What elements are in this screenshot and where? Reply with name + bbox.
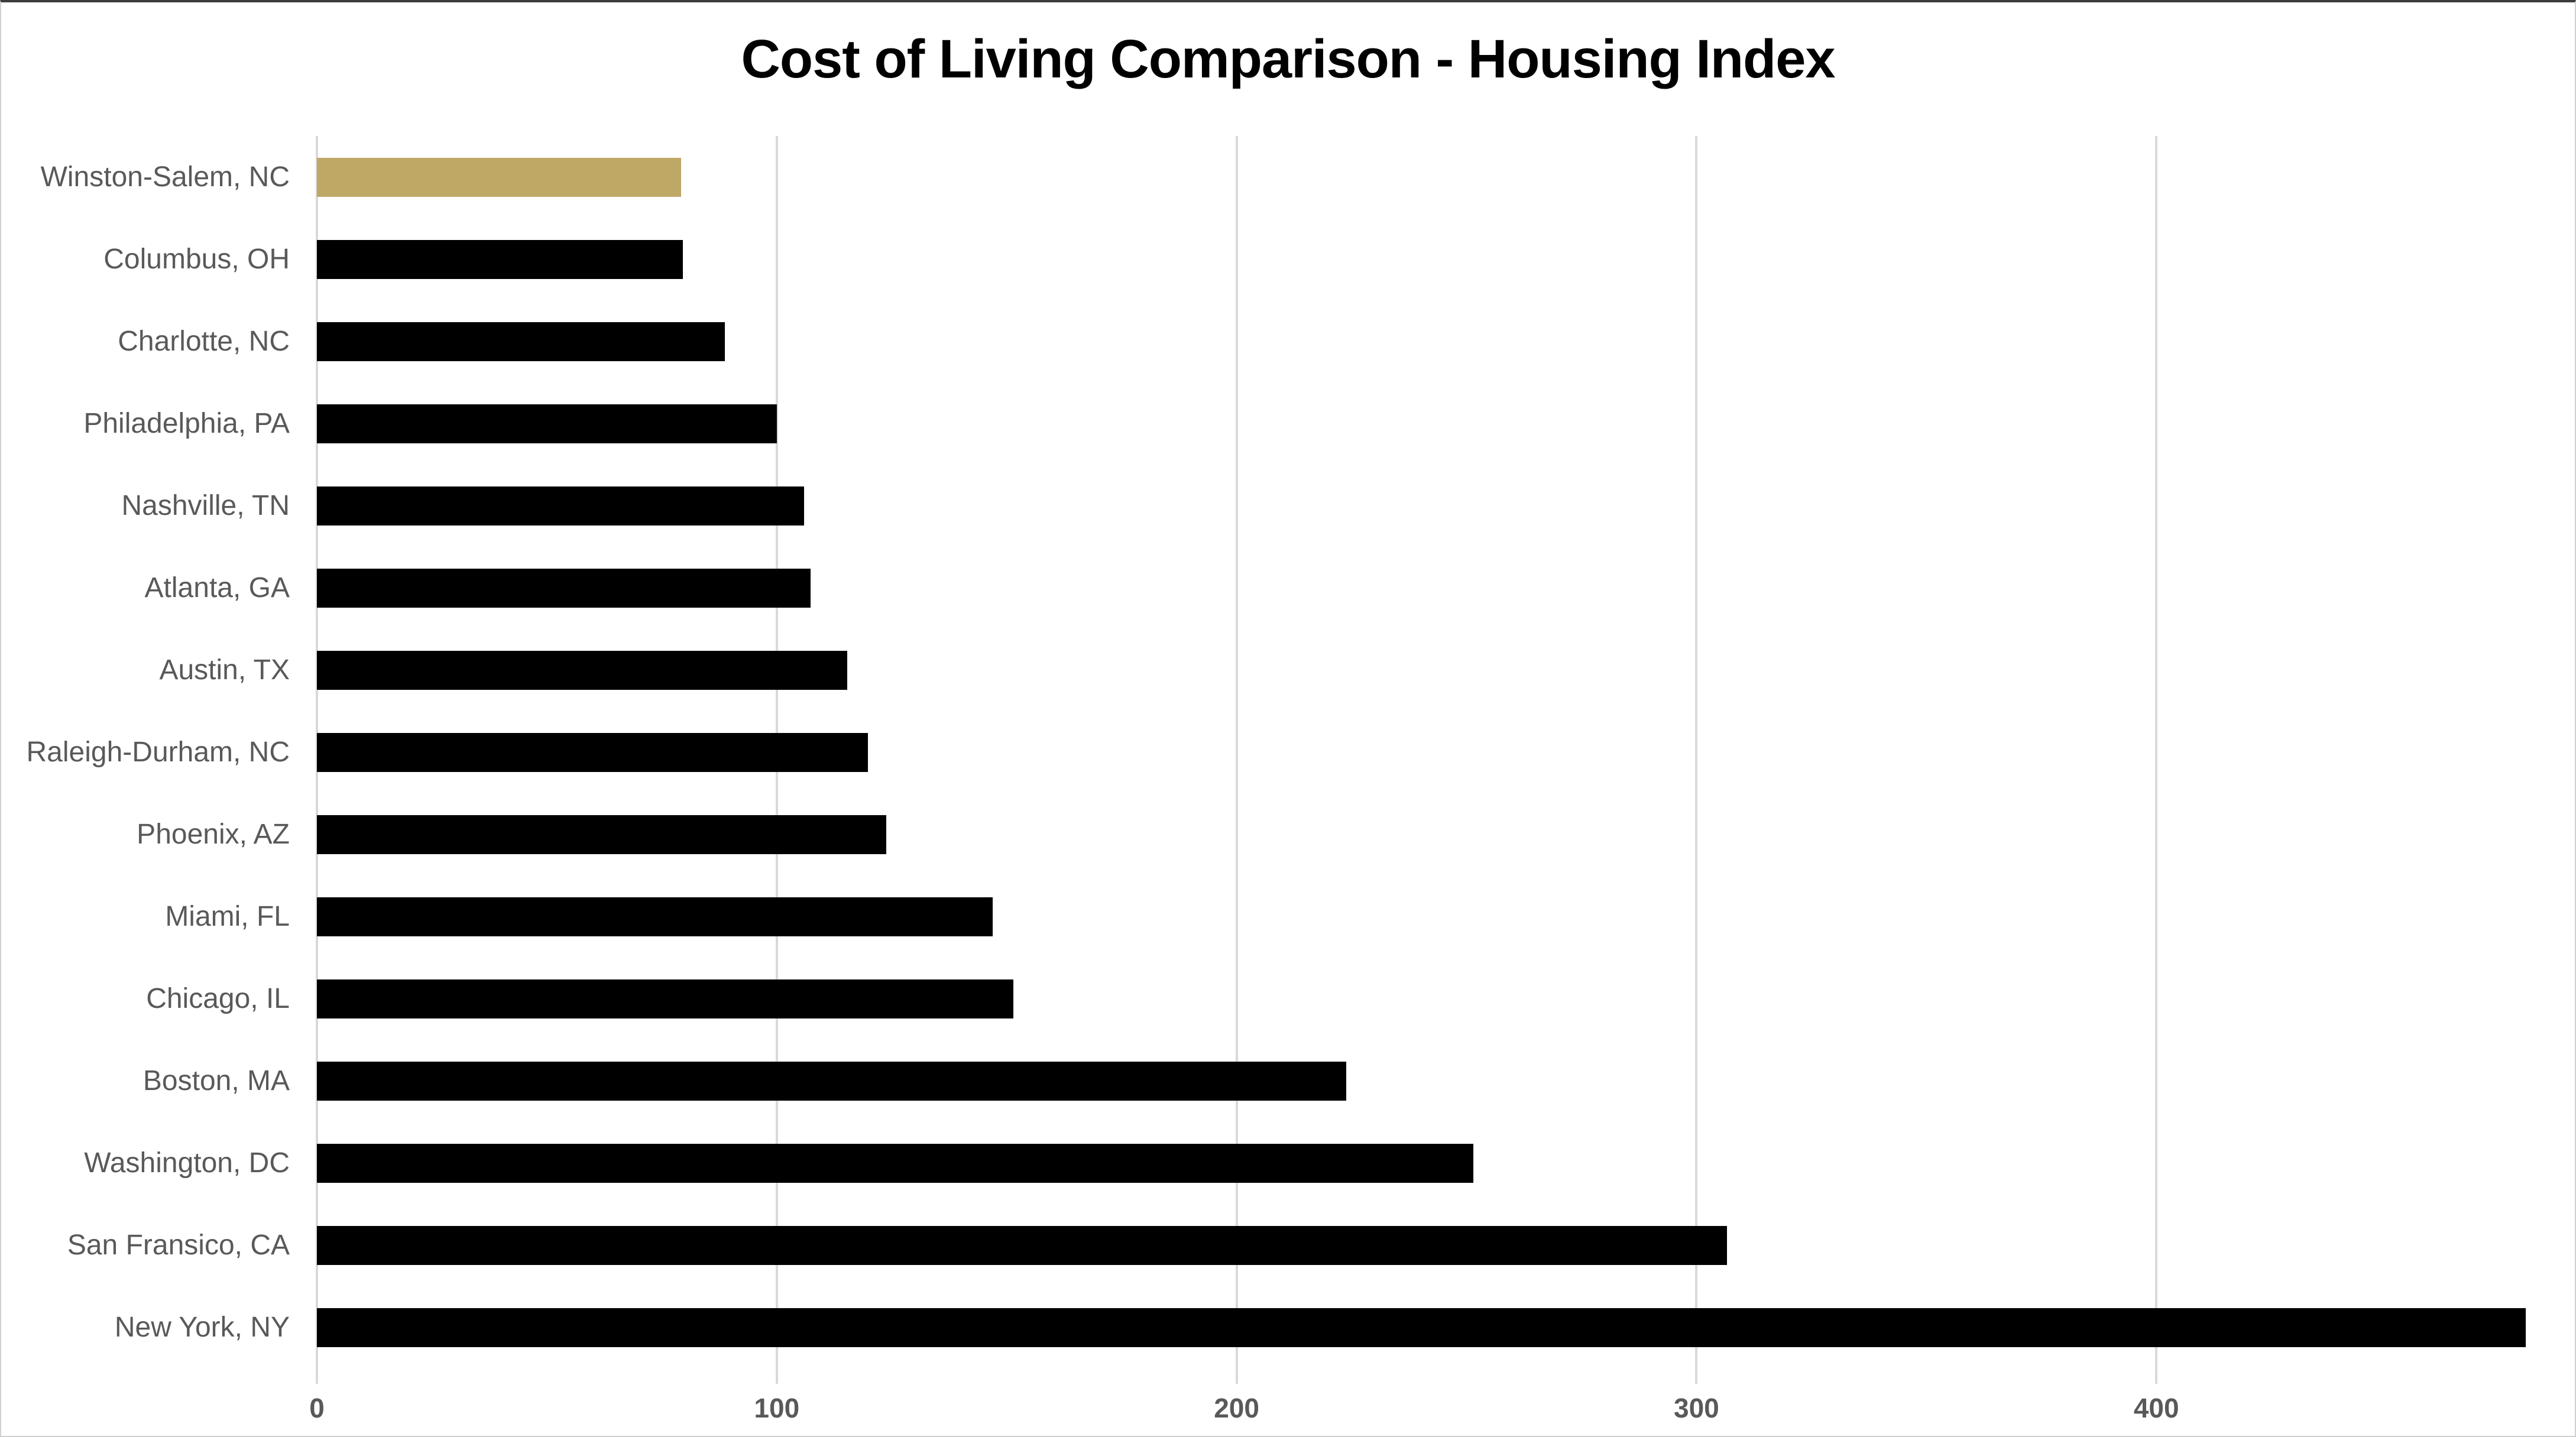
bar-track — [317, 1122, 2575, 1204]
bar — [317, 322, 725, 361]
bar-row: San Fransico, CA — [1, 1204, 2575, 1286]
category-label: Philadelphia, PA — [83, 408, 290, 439]
x-tick — [775, 1368, 778, 1384]
x-axis: 0 100 200 300 400 — [309, 1368, 2575, 1436]
x-tick — [1695, 1368, 1698, 1384]
bar — [317, 815, 886, 854]
bar — [317, 1225, 1727, 1265]
bar-row: Miami, FL — [1, 875, 2575, 958]
bar — [317, 239, 683, 279]
bar-row: Winston-Salem, NC — [1, 136, 2575, 218]
bar-row: Chicago, IL — [1, 958, 2575, 1040]
gridline-300 — [1695, 136, 1698, 1368]
bar — [317, 650, 847, 690]
bar-row: Philadelphia, PA — [1, 382, 2575, 465]
bar-track — [317, 875, 2575, 958]
bar — [317, 157, 682, 197]
chart-title: Cost of Living Comparison - Housing Inde… — [741, 29, 1835, 89]
x-tick — [2155, 1368, 2158, 1384]
category-label: Nashville, TN — [121, 490, 290, 521]
bar-track — [317, 382, 2575, 465]
bar-row: Raleigh-Durham, NC — [1, 711, 2575, 793]
bar-rows: Winston-Salem, NC Columbus, OH Charlotte, … — [1, 136, 2575, 1368]
category-label: Atlanta, GA — [144, 572, 290, 604]
bar-track — [317, 300, 2575, 382]
category-label: Charlotte, NC — [118, 326, 290, 357]
category-label: New York, NY — [114, 1312, 290, 1343]
category-label: Raleigh-Durham, NC — [26, 737, 290, 768]
bar-track — [317, 218, 2575, 300]
bar — [317, 897, 993, 936]
x-tick-label: 400 — [2133, 1393, 2179, 1423]
category-label: Chicago, IL — [146, 983, 290, 1014]
bar — [317, 1143, 1474, 1183]
bar — [317, 404, 777, 443]
bar-row: New York, NY — [1, 1286, 2575, 1368]
bar-track — [317, 629, 2575, 711]
bar-row: Austin, TX — [1, 629, 2575, 711]
x-tick-label: 300 — [1674, 1393, 1719, 1423]
bar — [317, 732, 868, 772]
bar-track — [317, 1286, 2575, 1368]
category-label: Austin, TX — [159, 654, 290, 686]
category-label: Washington, DC — [84, 1147, 290, 1179]
x-tick — [1235, 1368, 1238, 1384]
bar — [317, 568, 811, 608]
bar-track — [317, 465, 2575, 547]
gridline-400 — [2155, 136, 2158, 1368]
bar — [317, 1308, 2526, 1347]
x-tick-label: 0 — [309, 1393, 325, 1423]
bar — [317, 486, 805, 526]
category-label: Winston-Salem, NC — [40, 161, 290, 193]
x-tick — [316, 1368, 318, 1384]
x-tick-label: 200 — [1214, 1393, 1259, 1423]
bar-track — [317, 136, 2575, 218]
bar-row: Washington, DC — [1, 1122, 2575, 1204]
bar-row: Columbus, OH — [1, 218, 2575, 300]
bar — [317, 979, 1013, 1018]
category-label: San Fransico, CA — [67, 1230, 290, 1261]
bar-row: Atlanta, GA — [1, 547, 2575, 629]
bar-row: Phoenix, AZ — [1, 793, 2575, 875]
category-label: Miami, FL — [165, 901, 290, 932]
gridline-200 — [1235, 136, 1238, 1368]
bar — [317, 1061, 1346, 1101]
bar-row: Boston, MA — [1, 1040, 2575, 1122]
bar-row: Charlotte, NC — [1, 300, 2575, 382]
bar-track — [317, 1040, 2575, 1122]
bar-track — [317, 793, 2575, 875]
bar-row: Nashville, TN — [1, 465, 2575, 547]
x-tick-label: 100 — [754, 1393, 800, 1423]
bar-track — [317, 958, 2575, 1040]
bar-track — [317, 1204, 2575, 1286]
bar-track — [317, 711, 2575, 793]
category-label: Columbus, OH — [103, 244, 290, 275]
category-label: Boston, MA — [142, 1065, 290, 1097]
bar-track — [317, 547, 2575, 629]
category-label: Phoenix, AZ — [137, 819, 290, 850]
